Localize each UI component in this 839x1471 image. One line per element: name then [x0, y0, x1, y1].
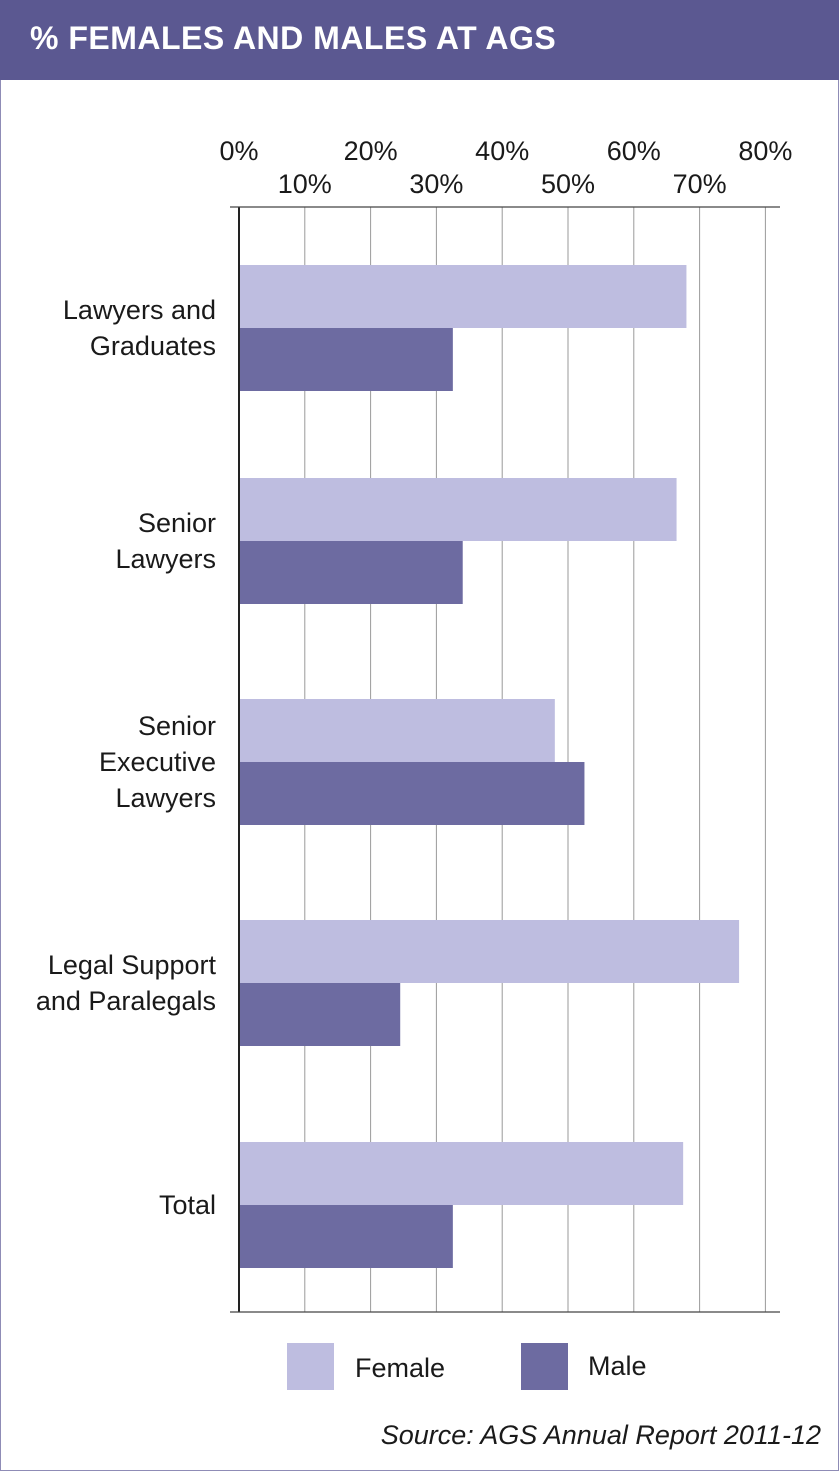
category-labels: Lawyers and Graduates Senior Lawyers Senior E…: [36, 295, 217, 1220]
category-label-0-0: Lawyers and: [63, 295, 216, 325]
category-label-2-0: Senior: [138, 711, 216, 741]
axes: [230, 206, 780, 1313]
category-label-4-0: Total: [159, 1190, 216, 1220]
tick-label-60: 60%: [607, 136, 661, 166]
source-note: Source: AGS Annual Report 2011-12: [380, 1420, 821, 1450]
legend-swatch-female: [287, 1343, 334, 1390]
legend: Female Male: [287, 1343, 647, 1390]
tick-label-20: 20%: [344, 136, 398, 166]
category-label-2-2: Lawyers: [115, 783, 216, 813]
category-label-3-0: Legal Support: [48, 950, 217, 980]
bar-male-2: [239, 762, 585, 825]
tick-label-30: 30%: [409, 169, 463, 199]
category-label-2-1: Executive: [99, 747, 216, 777]
bar-female-4: [239, 1142, 684, 1205]
category-label-3-1: and Paralegals: [36, 986, 216, 1016]
category-label-1-0: Senior: [138, 508, 216, 538]
tick-label-0: 0%: [219, 136, 258, 166]
bar-male-3: [239, 983, 401, 1046]
bar-female-0: [239, 265, 687, 328]
bar-female-1: [239, 478, 677, 541]
legend-swatch-male: [521, 1343, 568, 1390]
tick-label-10: 10%: [278, 169, 332, 199]
bar-male-4: [239, 1205, 453, 1268]
tick-label-50: 50%: [541, 169, 595, 199]
title-bar: % FEMALES AND MALES AT AGS: [0, 0, 839, 80]
legend-label-female: Female: [355, 1353, 445, 1383]
category-label-1-1: Lawyers: [115, 544, 216, 574]
tick-labels: 0% 10% 20% 30% 40% 50% 60% 70% 80%: [219, 136, 792, 199]
bars: [239, 265, 740, 1268]
category-label-0-1: Graduates: [90, 331, 216, 361]
legend-label-male: Male: [588, 1351, 647, 1381]
bar-female-2: [239, 699, 555, 762]
tick-label-70: 70%: [673, 169, 727, 199]
bar-male-1: [239, 541, 463, 604]
bar-male-0: [239, 328, 453, 391]
tick-label-80: 80%: [738, 136, 792, 166]
bar-female-3: [239, 920, 740, 983]
chart-title: % FEMALES AND MALES AT AGS: [30, 20, 557, 56]
tick-label-40: 40%: [475, 136, 529, 166]
